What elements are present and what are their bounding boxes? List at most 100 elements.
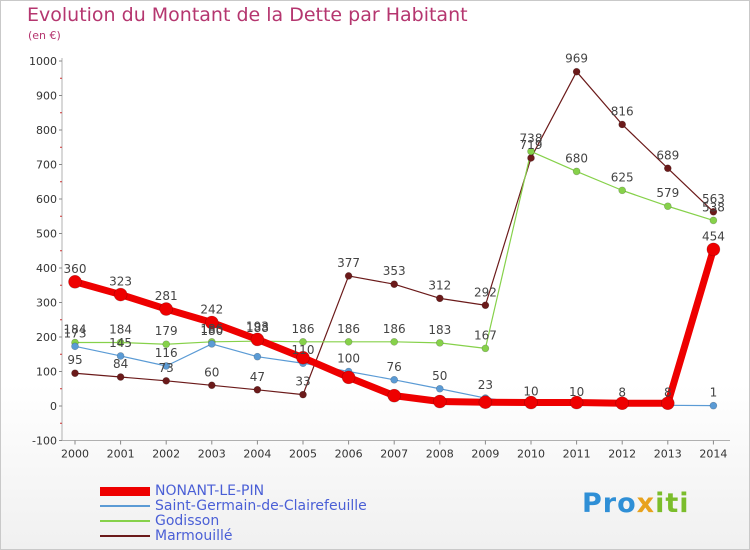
- chart-title: Evolution du Montant de la Dette par Hab…: [27, 4, 468, 26]
- data-point-marmouille: [253, 385, 262, 394]
- legend-swatch: [100, 520, 150, 522]
- x-tick-label: 2013: [654, 448, 682, 461]
- data-point-nonant-le-pin: [296, 350, 310, 365]
- data-label: 76: [387, 360, 402, 374]
- data-label: 179: [155, 324, 178, 338]
- data-point-nonant-le-pin: [432, 394, 447, 409]
- data-label: 1: [710, 386, 718, 400]
- y-tick-label: 800: [36, 124, 57, 137]
- data-point-marmouille: [527, 154, 535, 162]
- legend-label: Marmouillé: [155, 528, 233, 544]
- data-label: 360: [64, 262, 87, 276]
- axes: -100 0 100 200 300 400 500 600 700 800 900 1000 2000…: [29, 55, 730, 461]
- data-point-godisson: [572, 167, 581, 176]
- data-point-marmouille: [208, 381, 216, 390]
- y-tick-label: 0: [50, 400, 57, 413]
- data-label: 73: [159, 361, 174, 375]
- data-point-nonant-le-pin: [113, 287, 128, 302]
- data-point-godisson: [435, 339, 444, 347]
- data-label: 183: [428, 323, 451, 337]
- data-label: 689: [656, 148, 679, 162]
- data-point-nonant-le-pin: [660, 396, 675, 411]
- y-tick-label: 100: [36, 366, 57, 379]
- proxiti-logo: Proxiti: [582, 488, 690, 519]
- legend-label: Saint-Germain-de-Clairefeuille: [155, 498, 367, 514]
- data-point-marmouille: [71, 369, 79, 378]
- data-label: 167: [474, 328, 497, 342]
- data-point-marmouille: [572, 67, 581, 76]
- data-label: 625: [611, 170, 634, 184]
- x-tick-label: 2010: [517, 448, 545, 461]
- x-tick-label: 2006: [335, 448, 363, 461]
- data-label: 60: [204, 365, 219, 379]
- data-label: 116: [155, 346, 178, 360]
- data-point-godisson: [527, 147, 535, 156]
- x-tick-label: 2003: [198, 448, 226, 461]
- data-point-saint-germain-de-clairefeuille: [435, 384, 444, 393]
- data-point-godisson: [299, 338, 307, 346]
- data-label: 188: [246, 321, 269, 335]
- data-point-marmouille: [344, 272, 353, 280]
- data-point-godisson: [162, 340, 170, 349]
- data-label: 323: [109, 275, 132, 289]
- data-label: 186: [200, 322, 223, 336]
- legend-label: NONANT-LE-PIN: [155, 483, 265, 499]
- data-label: 680: [565, 151, 588, 165]
- data-label: 563: [702, 192, 725, 206]
- data-label: 738: [520, 131, 543, 145]
- data-label: 8: [618, 385, 626, 399]
- data-label: 8: [664, 385, 672, 399]
- data-point-saint-germain-de-clairefeuille: [390, 375, 399, 384]
- legend-swatch: [100, 505, 150, 507]
- data-point-saint-germain-de-clairefeuille: [253, 352, 262, 361]
- data-point-saint-germain-de-clairefeuille: [709, 401, 718, 410]
- x-tick-label: 2000: [61, 448, 89, 461]
- data-point-nonant-le-pin: [205, 315, 219, 330]
- data-label: 10: [569, 385, 584, 399]
- data-point-marmouille: [618, 120, 627, 129]
- data-label: 95: [67, 353, 82, 367]
- data-label: 186: [337, 322, 360, 336]
- data-label: 719: [520, 138, 543, 152]
- data-point-saint-germain-de-clairefeuille: [162, 362, 170, 370]
- data-point-nonant-le-pin: [159, 302, 173, 316]
- x-tick-label: 2012: [608, 448, 636, 461]
- data-point-godisson: [390, 338, 399, 346]
- data-label: 84: [113, 357, 128, 371]
- data-point-nonant-le-pin: [341, 370, 356, 385]
- data-label: 353: [383, 264, 406, 278]
- y-tick-label: 600: [36, 193, 57, 206]
- data-label: 184: [109, 323, 132, 337]
- legend-swatch: [100, 535, 150, 537]
- data-label: 454: [702, 229, 725, 243]
- data-point-godisson: [709, 216, 718, 225]
- data-point-nonant-le-pin: [478, 395, 493, 410]
- series-markers: [68, 67, 721, 411]
- data-label: 180: [200, 324, 223, 338]
- data-point-marmouille: [162, 377, 170, 385]
- data-label: 186: [292, 322, 315, 336]
- data-point-godisson: [344, 338, 353, 346]
- data-point-marmouille: [481, 301, 490, 310]
- y-tick-label: 300: [36, 297, 57, 310]
- logo-part-3: iti: [655, 488, 690, 519]
- y-tick-label: 200: [36, 331, 57, 344]
- data-label: 312: [428, 278, 451, 292]
- data-point-marmouille: [390, 280, 399, 289]
- y-tick-label: 900: [36, 90, 57, 103]
- data-point-marmouille: [709, 207, 718, 216]
- data-label: 186: [383, 322, 406, 336]
- data-label: 377: [337, 256, 360, 270]
- data-label: 292: [474, 285, 497, 299]
- data-label: 538: [702, 200, 725, 214]
- y-tick-label: -100: [32, 435, 57, 448]
- data-label: 193: [246, 319, 269, 333]
- data-point-nonant-le-pin: [68, 274, 82, 289]
- x-tick-label: 2005: [289, 448, 317, 461]
- data-point-nonant-le-pin: [615, 396, 630, 411]
- data-point-marmouille: [435, 294, 444, 303]
- y-tick-label: 400: [36, 262, 57, 275]
